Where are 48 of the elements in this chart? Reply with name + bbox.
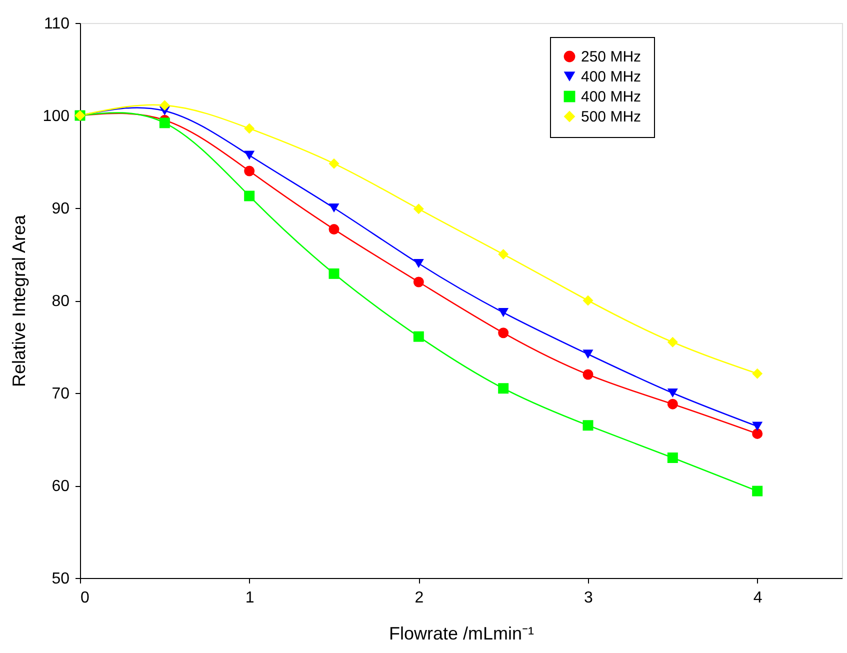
point: [244, 150, 255, 160]
point: [413, 276, 424, 288]
point: [328, 158, 340, 169]
legend-label: 500 MHz: [581, 108, 642, 126]
point: [328, 203, 340, 213]
point: [413, 331, 424, 342]
point: [498, 249, 509, 260]
point: [413, 204, 424, 214]
x-tick-label: 3: [584, 590, 594, 606]
y-tick-label: 70: [52, 386, 70, 402]
x-tick-label: 2: [414, 590, 424, 606]
x-tick-label: 4: [753, 590, 762, 606]
x-tick-label: 1: [245, 590, 254, 606]
y-tick-label: 100: [42, 108, 70, 125]
point: [752, 368, 763, 379]
point: [244, 123, 255, 134]
point: [498, 308, 509, 318]
point: [498, 383, 509, 394]
point: [752, 422, 763, 431]
point: [582, 420, 594, 431]
point: [498, 328, 509, 338]
legend-label: 400 MHz: [581, 68, 642, 86]
y-axis-title: Relative Integral Area: [8, 214, 29, 388]
y-tick-label: 110: [44, 16, 70, 32]
point: [159, 118, 170, 128]
point: [159, 100, 170, 111]
point: [582, 350, 594, 359]
point: [667, 336, 678, 348]
y-tick-label: 80: [52, 293, 70, 310]
point: [413, 258, 424, 268]
point: [667, 398, 678, 410]
point: [328, 224, 340, 235]
point: [667, 388, 678, 398]
y-tick-label: 60: [52, 478, 70, 495]
point: [582, 369, 594, 380]
point: [328, 268, 340, 279]
point: [582, 295, 594, 306]
y-tick-label: 90: [52, 200, 70, 218]
legend-label: 250 MHz: [581, 48, 642, 66]
point: [244, 190, 255, 202]
legend-label: 400 MHz: [581, 88, 642, 106]
point: [667, 452, 678, 463]
y-tick-label: 50: [52, 570, 70, 588]
point: [752, 428, 763, 439]
point: [244, 166, 255, 176]
point: [752, 486, 763, 496]
x-axis-title: Flowrate /mLmin⁻¹: [388, 624, 534, 644]
x-tick-label: 0: [80, 590, 90, 606]
